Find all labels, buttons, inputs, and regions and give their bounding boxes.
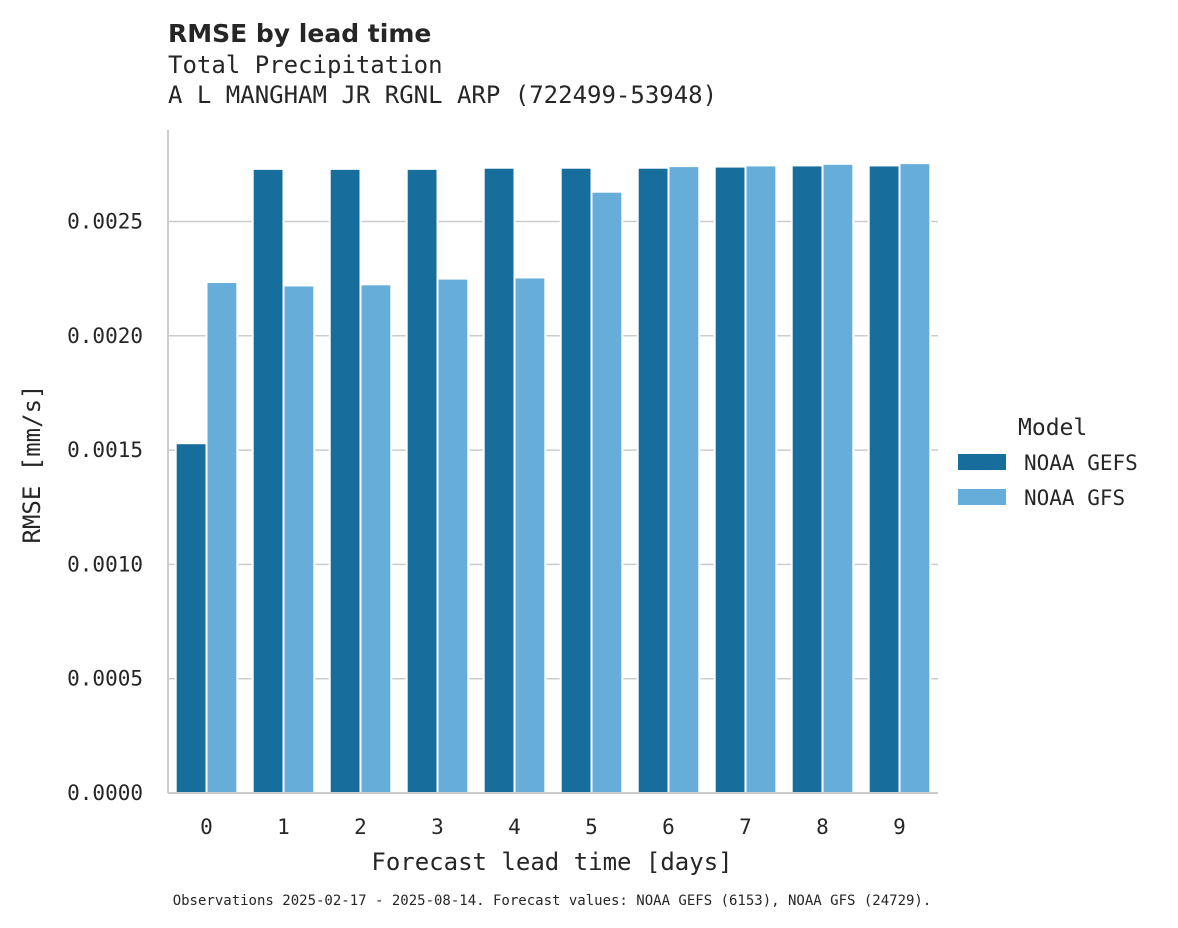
x-tick-labels: 0 1 2 3 4 5 6 7 8 9 <box>200 815 906 839</box>
bar-noaa-gfs-day-6 <box>667 165 701 794</box>
bar-noaa-gefs-day-7 <box>713 165 747 795</box>
chart-subtitle-variable: Total Precipitation <box>168 51 443 79</box>
bar-noaa-gefs-day-8 <box>790 164 824 794</box>
bar-noaa-gefs-day-2 <box>328 167 362 794</box>
x-tick-label: 9 <box>893 815 906 839</box>
x-tick-label: 1 <box>277 815 290 839</box>
bar-noaa-gfs-day-8 <box>821 162 855 794</box>
y-tick-labels: 0.0000 0.0005 0.0010 0.0015 0.0020 0.0025 <box>67 209 143 805</box>
bar-noaa-gefs-day-4 <box>482 166 516 794</box>
y-tick-label: 0.0020 <box>67 324 143 348</box>
y-tick-label: 0.0010 <box>67 552 143 576</box>
x-axis-label: Forecast lead time [days] <box>371 848 732 876</box>
bar-noaa-gfs-day-9 <box>898 162 932 794</box>
legend-title: Model <box>1018 415 1087 441</box>
bar-noaa-gefs-day-9 <box>867 164 901 794</box>
x-tick-label: 3 <box>431 815 444 839</box>
bar-noaa-gefs-day-3 <box>405 167 439 794</box>
legend-swatch-gefs <box>958 454 1006 470</box>
bar-noaa-gfs-day-4 <box>513 276 547 795</box>
legend-label-gefs: NOAA GEFS <box>1024 451 1138 475</box>
legend-swatch-gfs <box>958 489 1006 505</box>
chart-subtitle-station: A L MANGHAM JR RGNL ARP (722499-53948) <box>168 81 717 109</box>
bars-group <box>174 162 932 795</box>
bar-noaa-gfs-day-0 <box>205 281 239 794</box>
x-tick-label: 7 <box>739 815 752 839</box>
y-tick-label: 0.0005 <box>67 667 143 691</box>
x-tick-label: 6 <box>662 815 675 839</box>
y-tick-label: 0.0000 <box>67 781 143 805</box>
x-tick-label: 4 <box>508 815 521 839</box>
y-tick-label: 0.0025 <box>67 209 143 233</box>
y-tick-label: 0.0015 <box>67 438 143 462</box>
bar-noaa-gefs-day-1 <box>251 167 285 794</box>
bar-noaa-gfs-day-2 <box>359 283 393 794</box>
bar-noaa-gefs-day-0 <box>174 442 208 794</box>
bar-noaa-gefs-day-5 <box>559 166 593 794</box>
y-axis-label: RMSE [mm/s] <box>18 385 46 544</box>
bar-noaa-gfs-day-3 <box>436 277 470 794</box>
bar-noaa-gfs-day-7 <box>744 164 778 794</box>
x-tick-label: 2 <box>354 815 367 839</box>
x-tick-label: 0 <box>200 815 213 839</box>
bar-noaa-gefs-day-6 <box>636 166 670 794</box>
bar-noaa-gfs-day-5 <box>590 190 624 794</box>
legend-label-gfs: NOAA GFS <box>1024 486 1125 510</box>
footnote: Observations 2025-02-17 - 2025-08-14. Fo… <box>173 893 932 909</box>
bar-noaa-gfs-day-1 <box>282 284 316 794</box>
x-tick-label: 5 <box>585 815 598 839</box>
chart-title: RMSE by lead time <box>168 19 431 48</box>
x-tick-label: 8 <box>816 815 829 839</box>
legend: Model NOAA GEFS NOAA GFS <box>958 415 1138 510</box>
